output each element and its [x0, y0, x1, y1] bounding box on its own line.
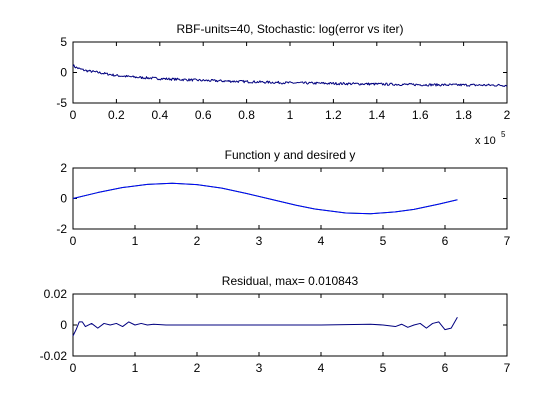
error-log-axes: RBF-units=40, Stochastic: log(error vs i…: [56, 22, 510, 147]
function-x-tick-label: 2: [194, 234, 201, 248]
function-x-tick-label: 5: [380, 234, 387, 248]
function-x-tick-label: 1: [132, 234, 139, 248]
function-plot-area: [72, 167, 508, 230]
function-title: Function y and desired y: [225, 148, 356, 162]
residual-x-tick-label: 1: [132, 361, 139, 375]
error-log-x-multiplier: x 10: [475, 135, 496, 147]
error-log-x-tick-label: 1.6: [412, 108, 429, 122]
residual-series-line-0: [72, 317, 458, 337]
residual-x-tick-label: 6: [442, 361, 449, 375]
error-log-x-multiplier-exponent: 5: [501, 130, 506, 139]
function-x-tick-label: 0: [70, 234, 77, 248]
error-log-title: RBF-units=40, Stochastic: log(error vs i…: [176, 22, 403, 36]
error-log-y-tick-label: 0: [60, 66, 67, 80]
function-x-tick-label: 6: [442, 234, 449, 248]
function-x-tick-label: 4: [318, 234, 325, 248]
error-log-x-tick-label: 1.4: [368, 108, 385, 122]
error-log-y-tick-label: 5: [60, 35, 67, 49]
error-log-x-tick-label: 0.4: [151, 108, 168, 122]
residual-x-tick-label: 7: [504, 361, 511, 375]
residual-y-tick-label: 0.02: [44, 287, 68, 301]
residual-title: Residual, max= 0.010843: [222, 274, 359, 288]
error-log-x-tick-label: 0.6: [195, 108, 212, 122]
residual-x-tick-label: 2: [194, 361, 201, 375]
error-log-plot-area: [72, 41, 508, 104]
error-log-x-tick-label: 1.2: [325, 108, 342, 122]
function-y-tick-label: 2: [60, 161, 67, 175]
error-log-x-tick-label: 0.2: [108, 108, 125, 122]
residual-x-tick-label: 4: [318, 361, 325, 375]
error-log-y-tick-label: -5: [56, 96, 67, 110]
error-log-series-line-0: [72, 64, 508, 87]
error-log-x-tick-label: 2: [504, 108, 511, 122]
error-log-x-tick-label: 0: [70, 108, 77, 122]
residual-x-tick-label: 3: [256, 361, 263, 375]
residual-x-tick-label: 0: [70, 361, 77, 375]
error-log-x-tick-label: 0.8: [238, 108, 255, 122]
residual-y-tick-label: 0: [60, 318, 67, 332]
function-axes: Function y and desired y0 1 2 3 4 5 6 7-202: [56, 148, 510, 248]
function-y-tick-label: 0: [60, 192, 67, 206]
function-y-tick-label: -2: [56, 222, 67, 236]
error-log-x-tick-label: 1: [287, 108, 294, 122]
error-log-x-tick-label: 1.8: [455, 108, 472, 122]
residual-x-tick-label: 5: [380, 361, 387, 375]
function-x-tick-label: 3: [256, 234, 263, 248]
residual-y-tick-label: -0.02: [40, 349, 68, 363]
function-x-tick-label: 7: [504, 234, 511, 248]
function-series-line-1: [72, 182, 458, 215]
